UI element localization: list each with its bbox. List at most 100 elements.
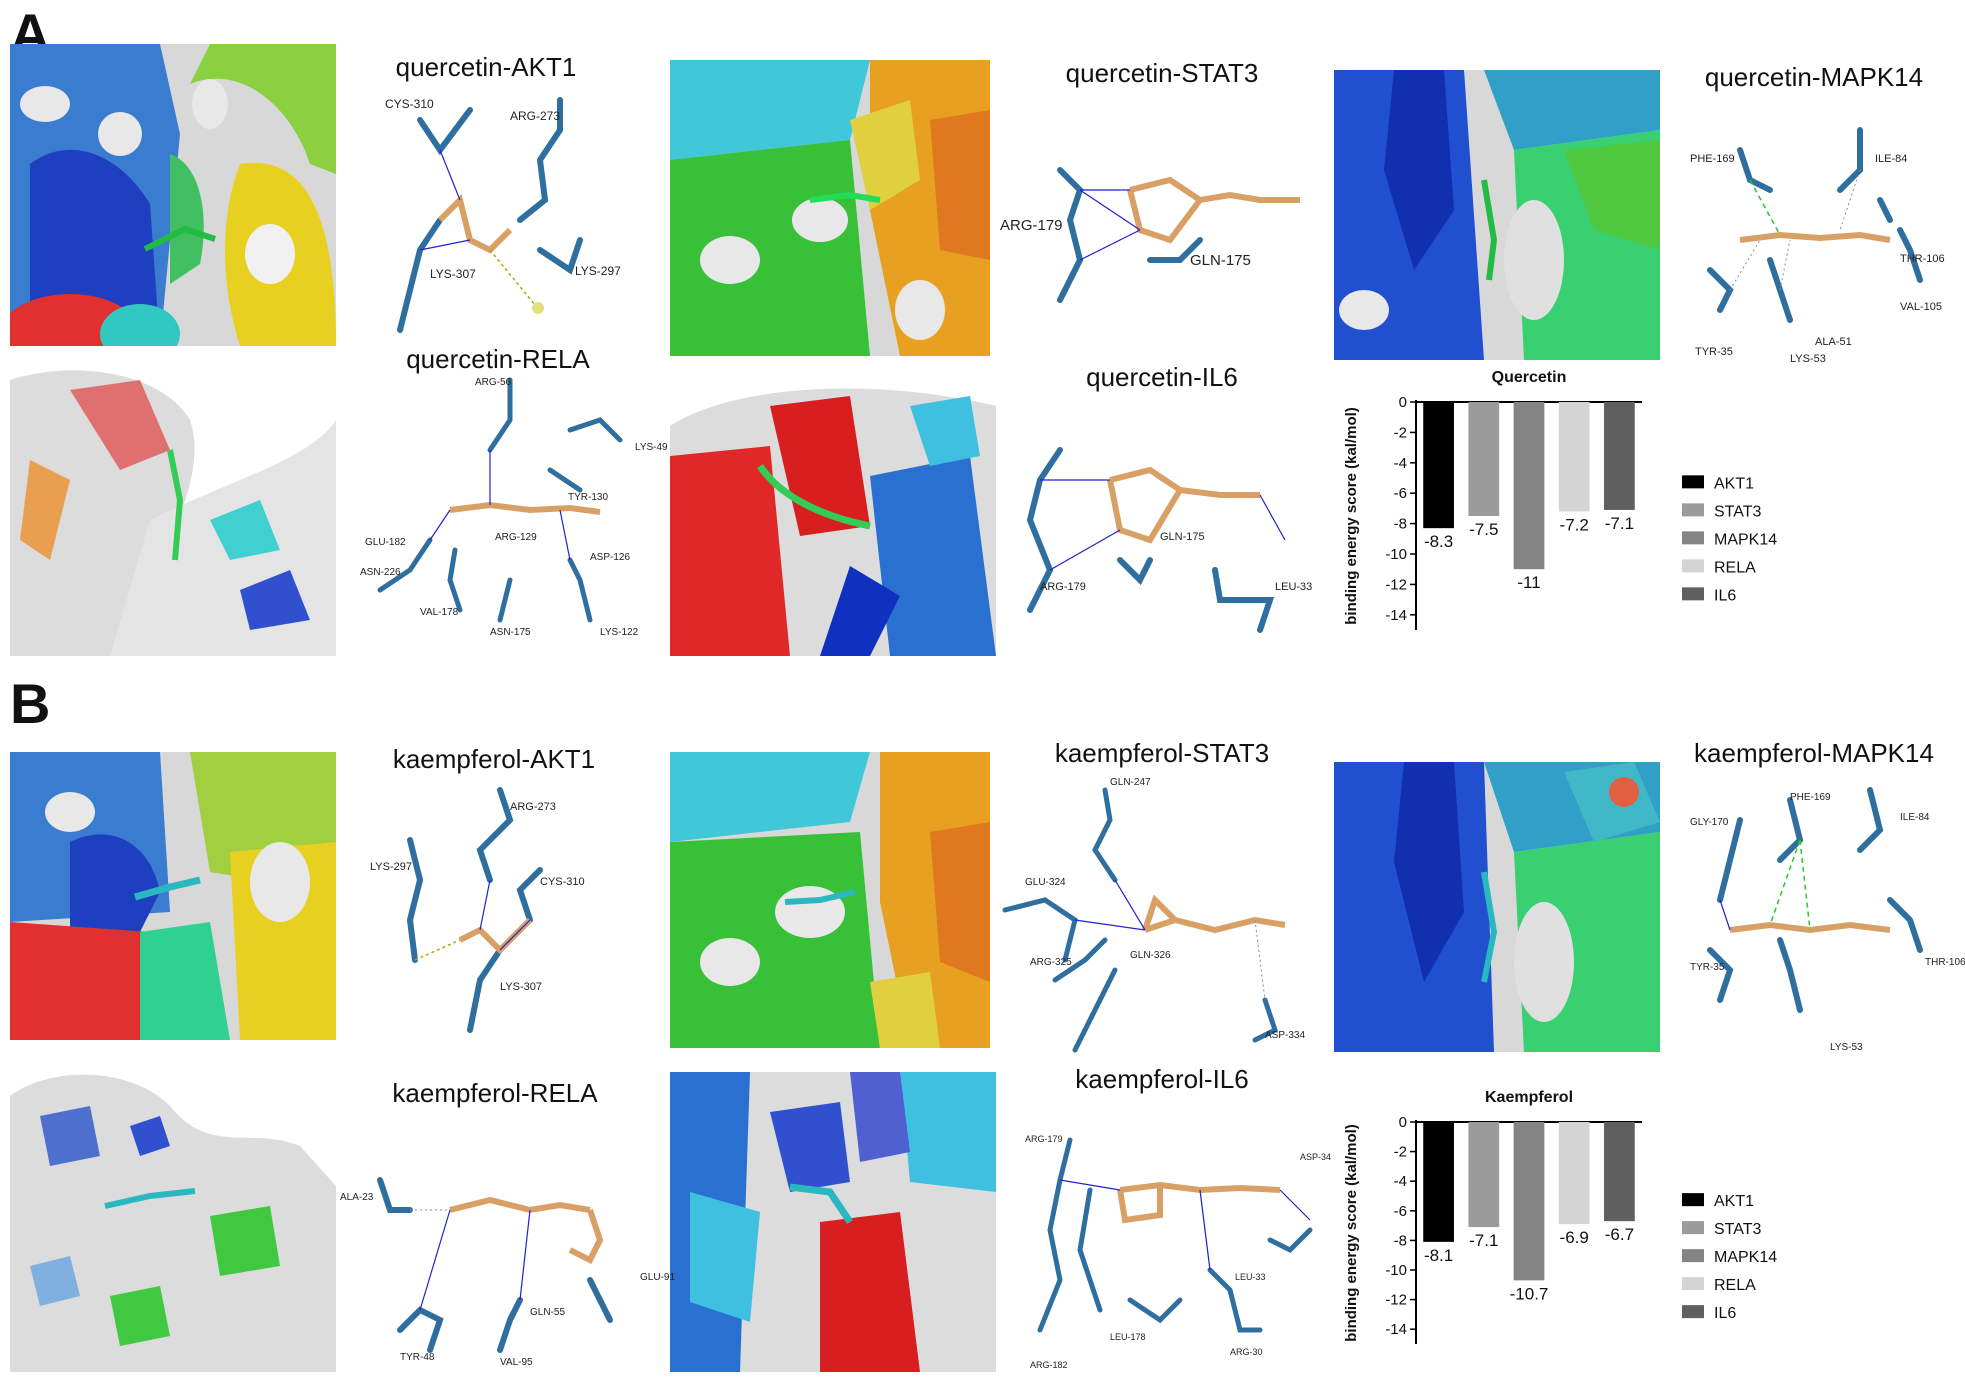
y-tick-label: -2 xyxy=(1394,424,1407,441)
bar-il6 xyxy=(1604,402,1635,510)
legend-swatch xyxy=(1682,475,1704,489)
title-quercetin-rela: quercetin-RELA xyxy=(406,344,590,374)
residue-label: ARG-273 xyxy=(510,801,556,813)
y-tick-label: -12 xyxy=(1385,1292,1407,1309)
diagram-kaempferol-stat3: GLN-247 GLU-324 ARG-325 GLN-326 ASP-334 xyxy=(995,777,1325,1060)
panel-letter-b: B xyxy=(10,672,51,735)
chart-kaempferol: Kaempferol binding energy score (kal/mol)… xyxy=(1340,1080,1960,1374)
residue-label: LYS-122 xyxy=(600,627,639,638)
legend-label: STAT3 xyxy=(1714,1221,1762,1238)
y-tick-label: -4 xyxy=(1394,1173,1407,1190)
y-tick-label: -8 xyxy=(1394,1232,1407,1249)
residue-label: LYS-53 xyxy=(1830,1042,1863,1053)
diagram-kaempferol-rela: ALA-23 GLU-91 GLN-55 TYR-48 VAL-95 xyxy=(340,1170,675,1370)
residue-label: GLU-182 xyxy=(365,537,406,548)
bar-akt1 xyxy=(1423,402,1454,529)
residue-label: ASN-175 xyxy=(490,627,531,638)
y-tick-label: 0 xyxy=(1399,1114,1407,1131)
residue-label: ARG-182 xyxy=(1030,1360,1068,1370)
legend-swatch xyxy=(1682,1221,1704,1235)
legend-swatch xyxy=(1682,1277,1704,1291)
residue-label: LYS-297 xyxy=(575,264,621,278)
y-tick-label: -10 xyxy=(1385,1262,1407,1279)
data-label: -7.1 xyxy=(1469,1231,1498,1250)
diagram-quercetin-akt1: CYS-310 ARG-273 LYS-307 LYS-297 xyxy=(360,90,640,350)
legend-label: MAPK14 xyxy=(1714,531,1777,548)
legend-label: AKT1 xyxy=(1714,475,1754,492)
data-label: -7.2 xyxy=(1560,515,1589,534)
residue-label: ARG-325 xyxy=(1030,957,1072,968)
residue-label: THR-106 xyxy=(1925,957,1965,968)
bar-stat3 xyxy=(1468,1122,1500,1228)
residue-label: VAL-95 xyxy=(500,1357,533,1368)
residue-label: LYS-49 xyxy=(635,442,668,453)
chart-title: Kaempferol xyxy=(1485,1089,1573,1106)
bar-stat3 xyxy=(1468,402,1500,516)
residue-label: ALA-23 xyxy=(340,1192,374,1203)
residue-label: PHE-169 xyxy=(1790,792,1831,803)
bar-rela xyxy=(1558,1122,1590,1225)
surface-quercetin-rela xyxy=(10,360,336,656)
residue-label: ASN-226 xyxy=(360,567,401,578)
legend-label: STAT3 xyxy=(1714,503,1762,520)
residue-label: LYS-307 xyxy=(500,981,542,993)
y-tick-label: -10 xyxy=(1385,546,1407,563)
legend-label: RELA xyxy=(1714,559,1756,576)
surface-kaempferol-mapk14 xyxy=(1334,762,1660,1052)
residue-label: VAL-178 xyxy=(420,607,459,618)
chart-quercetin: Quercetin binding energy score (kal/mol) 0… xyxy=(1340,360,1960,660)
legend-swatch xyxy=(1682,1193,1704,1207)
legend-swatch xyxy=(1682,503,1704,517)
residue-label: LEU-33 xyxy=(1275,581,1312,593)
residue-label: PHE-169 xyxy=(1690,153,1735,165)
y-tick-label: -6 xyxy=(1394,485,1407,502)
title-kaempferol-rela: kaempferol-RELA xyxy=(392,1078,598,1108)
residue-label: LEU-178 xyxy=(1110,1332,1146,1342)
residue-label: CYS-310 xyxy=(385,97,434,111)
surface-kaempferol-akt1 xyxy=(10,752,336,1040)
diagram-quercetin-il6: GLN-175 ARG-179 LEU-33 xyxy=(1000,440,1330,640)
residue-label: VAL-105 xyxy=(1900,301,1942,313)
diagram-kaempferol-mapk14: GLY-170 PHE-169 ILE-84 TYR-35 THR-106 LY… xyxy=(1690,780,1965,1060)
y-tick-label: -6 xyxy=(1394,1203,1407,1220)
y-tick-label: -4 xyxy=(1394,455,1407,472)
bar-mapk14 xyxy=(1513,1122,1545,1281)
data-label: -11 xyxy=(1517,573,1540,592)
legend-swatch xyxy=(1682,1305,1704,1319)
legend-label: IL6 xyxy=(1714,1305,1736,1322)
legend-swatch xyxy=(1682,531,1704,545)
residue-label: GLN-326 xyxy=(1130,950,1171,961)
residue-label: ARG-273 xyxy=(510,109,560,123)
bar-mapk14 xyxy=(1513,402,1545,570)
residue-label: CYS-310 xyxy=(540,876,585,888)
legend-label: RELA xyxy=(1714,1277,1756,1294)
residue-label: LYS-297 xyxy=(370,861,412,873)
residue-label: TYR-35 xyxy=(1690,962,1725,973)
title-kaempferol-akt1: kaempferol-AKT1 xyxy=(392,744,596,774)
legend-label: MAPK14 xyxy=(1714,1249,1777,1266)
y-axis-label: binding energy score (kal/mol) xyxy=(1343,407,1360,625)
residue-label: ARG-30 xyxy=(1230,1347,1263,1357)
data-label: -6.9 xyxy=(1560,1228,1589,1247)
residue-label: ASP-334 xyxy=(1265,1030,1305,1041)
title-kaempferol-stat3: kaempferol-STAT3 xyxy=(1054,738,1270,768)
legend-label: IL6 xyxy=(1714,587,1736,604)
residue-label: GLN-175 xyxy=(1160,531,1205,543)
bar-il6 xyxy=(1604,1122,1635,1222)
chart-title: Quercetin xyxy=(1492,369,1567,386)
y-tick-label: -14 xyxy=(1385,1321,1407,1338)
bar-akt1 xyxy=(1423,1122,1454,1242)
residue-label: TYR-35 xyxy=(1695,346,1733,358)
residue-label: ARG-179 xyxy=(1040,581,1086,593)
surface-quercetin-stat3 xyxy=(670,60,990,356)
y-tick-label: -14 xyxy=(1385,607,1407,624)
residue-label: GLU-91 xyxy=(640,1272,675,1283)
residue-label: ARG-179 xyxy=(1025,1134,1063,1144)
residue-label: ARG-56 xyxy=(475,377,512,388)
residue-label: ALA-51 xyxy=(1815,336,1852,348)
residue-label: GLY-170 xyxy=(1690,817,1729,828)
residue-label: THR-106 xyxy=(1900,253,1945,265)
diagram-kaempferol-il6: ARG-179 ASP-34 LEU-33 LEU-178 ARG-30 ARG… xyxy=(1010,1130,1340,1370)
residue-label: TYR-130 xyxy=(568,492,608,503)
title-quercetin-akt1: quercetin-AKT1 xyxy=(395,52,577,82)
